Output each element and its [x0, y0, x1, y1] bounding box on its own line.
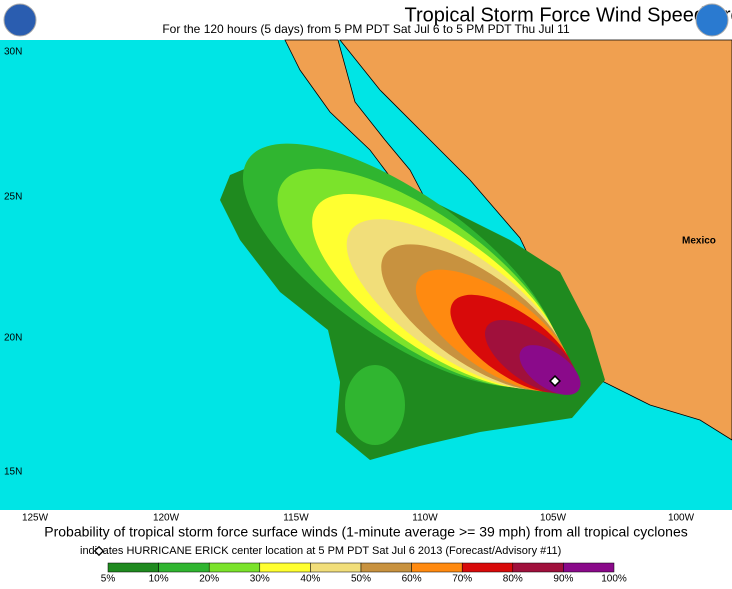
- lon-label: 110W: [412, 513, 438, 524]
- legend-swatch: [512, 562, 564, 573]
- legend-label: 30%: [250, 574, 270, 584]
- nws-logo: [695, 3, 729, 37]
- lat-label: 20N: [4, 333, 22, 344]
- legend-label: 80%: [503, 574, 523, 584]
- legend-swatch: [158, 562, 210, 573]
- legend-label: 90%: [553, 574, 573, 584]
- legend-label: 5%: [101, 574, 116, 584]
- legend-swatch: [208, 562, 261, 573]
- title: Tropical Storm Force Wind Speed Probabil…: [405, 4, 732, 26]
- subtitle: For the 120 hours (5 days) from 5 PM PDT…: [162, 22, 570, 36]
- lat-label: 25N: [4, 192, 22, 203]
- lon-label: 125W: [22, 513, 49, 524]
- legend-swatch: [310, 562, 362, 573]
- lon-label: 115W: [283, 513, 309, 524]
- note-marker: [93, 545, 105, 557]
- lon-label: 120W: [153, 513, 180, 524]
- legend-swatch: [259, 562, 311, 573]
- legend-label: 60%: [402, 574, 422, 584]
- legend-swatch: [360, 562, 412, 573]
- lat-label: 30N: [4, 47, 22, 58]
- noaa-logo: [3, 3, 37, 37]
- legend-label: 40%: [300, 574, 320, 584]
- storm-center: [548, 374, 562, 388]
- lat-label: 15N: [4, 467, 22, 478]
- legend-label: 10%: [149, 574, 169, 584]
- legend-label: 50%: [351, 574, 371, 584]
- legend-swatch: [461, 562, 514, 573]
- legend-label: 20%: [199, 574, 219, 584]
- caption: Probability of tropical storm force surf…: [44, 524, 688, 540]
- legend-label: 70%: [452, 574, 472, 584]
- legend-label: 100%: [601, 574, 627, 584]
- contour: [519, 345, 581, 395]
- contour: [345, 365, 405, 445]
- place-label: Mexico: [682, 236, 716, 247]
- legend-swatch: [411, 562, 463, 573]
- legend-swatch: [563, 562, 615, 573]
- legend-swatch: [107, 562, 159, 573]
- lon-label: 100W: [668, 513, 695, 524]
- storm-note: indicates HURRICANE ERICK center locatio…: [80, 545, 561, 557]
- probability-contours: [220, 143, 605, 460]
- lon-label: 105W: [540, 513, 567, 524]
